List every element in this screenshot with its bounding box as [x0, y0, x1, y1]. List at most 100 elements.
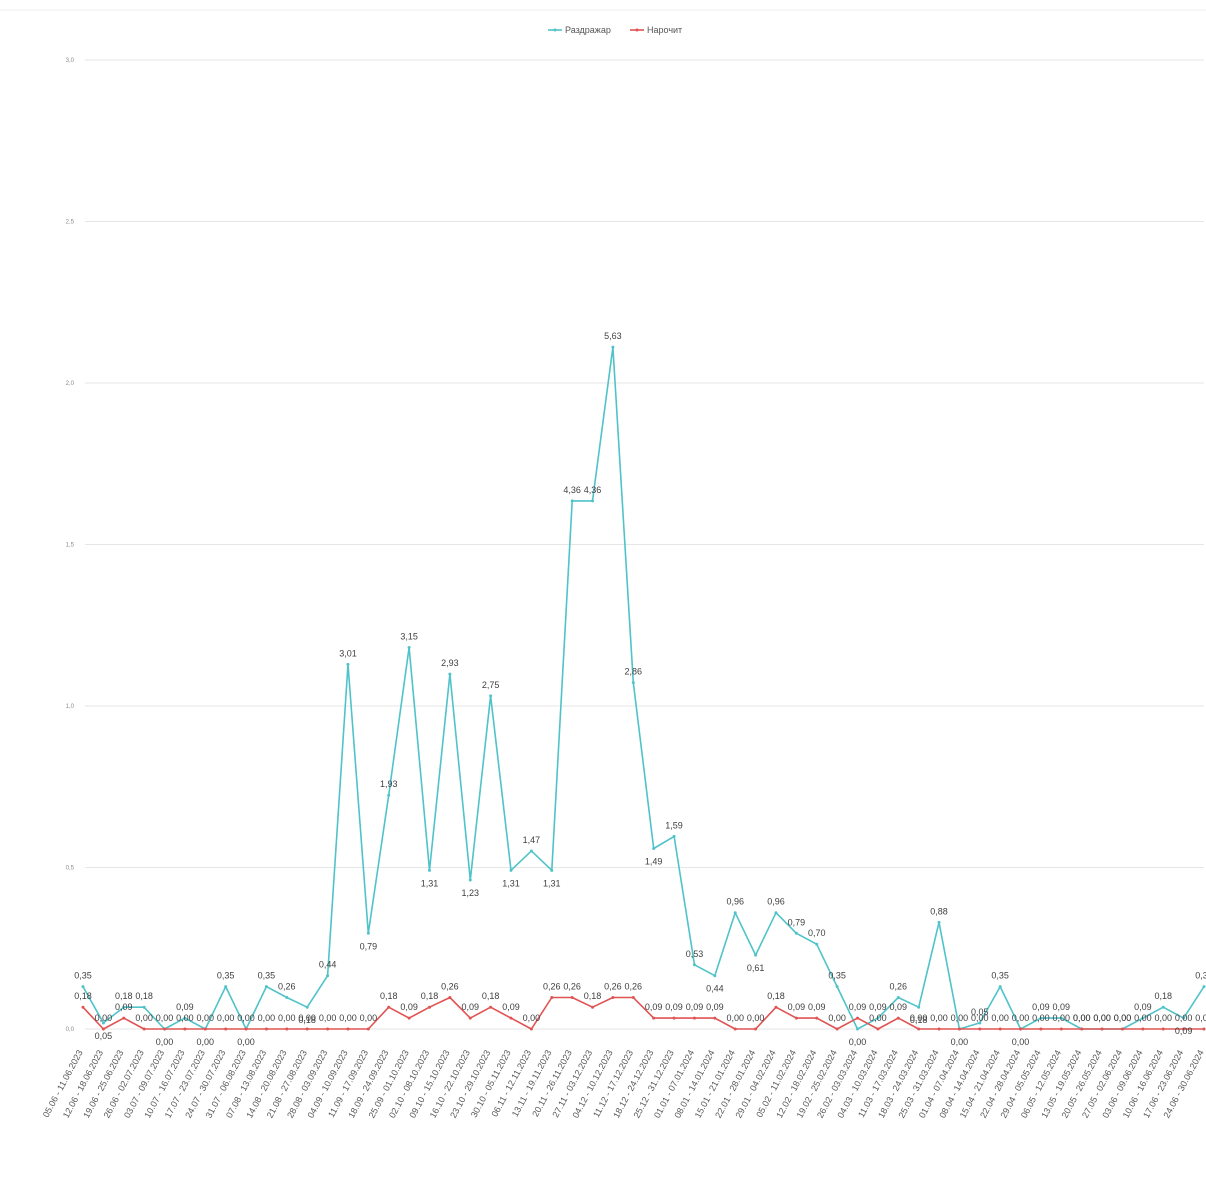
data-point [733, 911, 737, 915]
data-label: 0,18 [298, 1015, 316, 1025]
data-label: 1,31 [543, 878, 561, 888]
data-label: 0,00 [869, 1013, 887, 1023]
data-label: 0,09 [665, 1002, 683, 1012]
data-label: 0,00 [991, 1013, 1009, 1023]
data-point [81, 1005, 85, 1009]
data-point [550, 996, 554, 1000]
data-point [631, 681, 635, 685]
data-point [468, 1016, 472, 1020]
legend-marker [553, 28, 557, 32]
data-label: 0,00 [951, 1013, 969, 1023]
data-label: 0,18 [380, 991, 398, 1001]
data-label: 0,61 [747, 963, 765, 973]
data-point [1182, 1027, 1186, 1031]
y-tick-label: 2,0 [66, 381, 75, 387]
data-point [896, 1016, 900, 1020]
data-point [570, 499, 574, 503]
data-label: 0,00 [1175, 1013, 1193, 1023]
data-point [203, 1027, 207, 1031]
data-point [183, 1016, 187, 1020]
data-point [652, 847, 656, 851]
data-point [1039, 1027, 1043, 1031]
data-label: 0,00 [523, 1013, 541, 1023]
data-label: 0,00 [197, 1037, 215, 1047]
data-label: 0,00 [1012, 1013, 1030, 1023]
y-tick-label: 0,0 [66, 1027, 75, 1033]
data-point [998, 1027, 1002, 1031]
data-label: 0,00 [135, 1013, 153, 1023]
data-point [509, 868, 513, 872]
data-point [1202, 985, 1206, 989]
data-point [163, 1027, 167, 1031]
data-point [794, 1016, 798, 1020]
data-label: 0,09 [890, 1002, 908, 1012]
data-point [937, 1027, 941, 1031]
data-point [326, 974, 330, 978]
data-label: 0,00 [1093, 1013, 1111, 1023]
data-point [264, 1027, 268, 1031]
data-point [957, 1027, 961, 1031]
data-point [611, 996, 615, 1000]
data-point [122, 1016, 126, 1020]
data-label: 0,00 [1012, 1037, 1030, 1047]
data-point [692, 1016, 696, 1020]
data-label: 1,47 [523, 835, 541, 845]
data-point [122, 1005, 126, 1009]
data-label: 0,09 [1134, 1002, 1152, 1012]
data-point [81, 985, 85, 989]
data-label: 0,00 [828, 1013, 846, 1023]
legend: Раздражар Нарочит [548, 25, 682, 35]
data-point [1161, 1005, 1165, 1009]
data-label: 0,96 [767, 897, 785, 907]
data-point [489, 1005, 493, 1009]
data-label: 0,26 [890, 982, 908, 992]
data-point [1120, 1027, 1124, 1031]
data-point [591, 1005, 595, 1009]
data-point [876, 1016, 880, 1020]
data-label: 0,18 [135, 991, 153, 1001]
data-point [1141, 1027, 1145, 1031]
gridlines [0, 9, 1206, 1030]
series-line-2 [82, 996, 1204, 1030]
data-point [591, 499, 595, 503]
data-label: 0,18 [767, 991, 785, 1001]
data-label: 0,35 [74, 971, 92, 981]
data-point [366, 1027, 370, 1031]
data-label: 0,26 [604, 982, 622, 992]
data-label: 0,26 [441, 982, 459, 992]
data-label: 0,00 [360, 1013, 378, 1023]
data-point [611, 345, 615, 349]
data-label: 0,70 [808, 928, 826, 938]
data-point [672, 1016, 676, 1020]
data-label: 0,35 [217, 971, 235, 981]
data-label: 0,00 [237, 1037, 255, 1047]
data-label: 1,31 [421, 878, 439, 888]
data-point [305, 1005, 309, 1009]
data-point [183, 1027, 187, 1031]
data-label: 0,00 [1154, 1013, 1172, 1023]
data-point [754, 1027, 758, 1031]
data-point [570, 996, 574, 1000]
data-label: 0,96 [726, 897, 744, 907]
data-label: 0,18 [584, 991, 602, 1001]
data-point [489, 694, 493, 698]
data-point [774, 911, 778, 915]
data-label: 0,35 [1195, 971, 1206, 981]
data-label: 0,09 [461, 1002, 479, 1012]
data-label: 0,00 [156, 1013, 174, 1023]
y-tick-label: 3,0 [66, 58, 75, 64]
data-point [509, 1016, 513, 1020]
data-label: 0,00 [747, 1013, 765, 1023]
data-label: 0,79 [788, 917, 806, 927]
data-point [285, 996, 289, 1000]
data-point [856, 1016, 860, 1020]
data-label: 0,18 [910, 1015, 928, 1025]
data-label: 0,00 [1114, 1013, 1132, 1023]
data-point [815, 1016, 819, 1020]
y-tick-label: 0,5 [66, 866, 75, 872]
data-label: 0,18 [115, 991, 133, 1001]
data-point [1059, 1016, 1063, 1020]
data-label: 0,00 [1114, 1013, 1132, 1023]
data-point [754, 953, 758, 957]
